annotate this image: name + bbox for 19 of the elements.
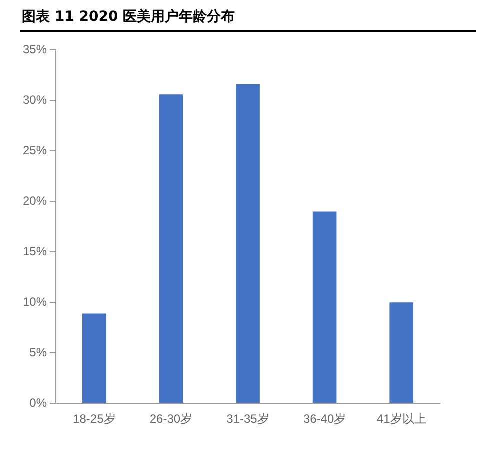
y-tick-label: 0% [30,396,48,410]
y-tick-label: 30% [22,93,48,107]
y-tick-label: 5% [30,345,48,360]
y-tick-label: 35% [22,42,48,57]
y-tick-label: 25% [22,143,48,158]
bar [236,84,260,404]
x-tick-label: 31-35岁 [226,412,270,426]
bar [159,94,184,404]
bar [390,302,414,404]
x-tick-label: 26-30岁 [150,412,193,426]
x-tick-label: 18-25岁 [73,412,116,426]
y-tick-label: 20% [22,194,48,208]
bar [82,314,106,404]
y-tick-label: 15% [22,244,48,258]
x-tick-label: 41岁以上 [376,412,426,426]
chart-title: 图表 11 2020 医美用户年龄分布 [22,8,236,26]
y-tick-label: 10% [22,294,48,309]
bar [312,212,337,404]
x-tick-label: 36-40岁 [303,412,346,426]
